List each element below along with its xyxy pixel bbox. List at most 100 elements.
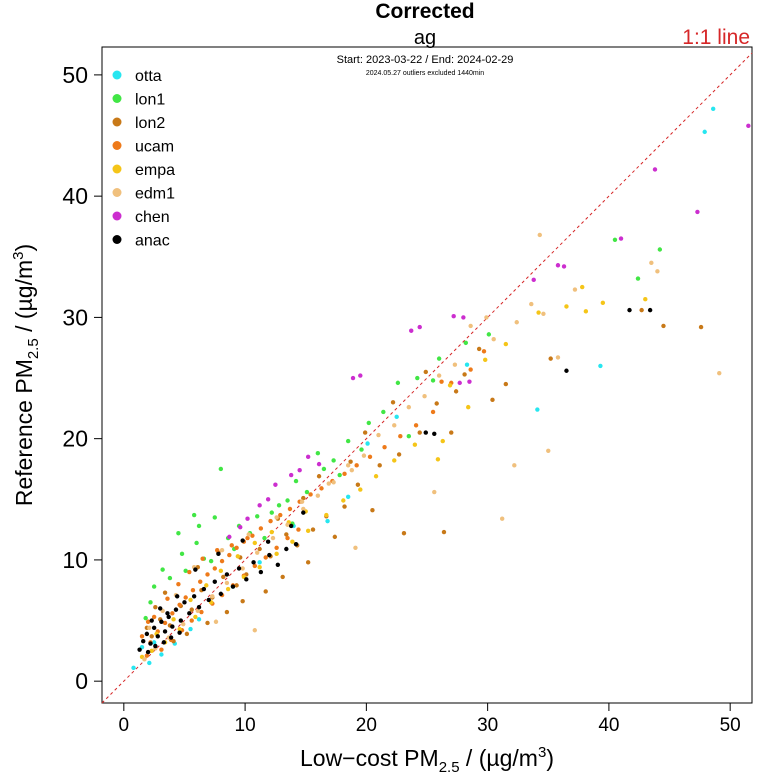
point-anac-5: [141, 638, 146, 644]
point-chen-7: [461, 315, 466, 320]
point-anac-23: [218, 591, 224, 597]
point-anac-41: [174, 594, 180, 599]
point-edm1-5: [541, 311, 546, 316]
point-lon1-5: [176, 531, 181, 536]
x-tick-label-0: 0: [119, 715, 130, 736]
point-lon1-15: [395, 380, 401, 386]
point-ucam-6: [190, 588, 196, 593]
point-edm1-46: [246, 532, 251, 537]
point-lon1-17: [436, 356, 442, 361]
legend-marker-lon2: [112, 117, 122, 127]
point-lon1-28: [304, 489, 310, 495]
point-chen-19: [273, 482, 278, 487]
point-empa-31: [204, 583, 209, 588]
point-otta-3: [535, 407, 540, 412]
legend-marker-otta: [112, 70, 122, 80]
point-empa-7: [466, 404, 471, 410]
point-lon1-33: [151, 584, 157, 589]
point-empa-3: [580, 284, 585, 290]
point-anac-3: [432, 431, 437, 437]
legend-label-ucam: ucam: [135, 139, 174, 156]
legend-label-edm1: edm1: [135, 186, 175, 203]
point-ucam-16: [268, 518, 273, 524]
legend-marker-lon1: [112, 94, 122, 103]
point-ucam-42: [263, 555, 268, 560]
y-tick-label-40: 40: [62, 183, 88, 209]
point-lon2-44: [390, 400, 396, 405]
x-tick-label-20: 20: [356, 715, 377, 736]
point-edm1-29: [210, 594, 215, 599]
point-lon1-12: [321, 466, 327, 472]
point-anac-21: [206, 597, 211, 603]
point-edm1-45: [219, 548, 225, 553]
point-anac-10: [159, 619, 164, 624]
point-edm1-14: [436, 373, 442, 378]
point-empa-4: [536, 310, 541, 315]
point-edm1-28: [224, 580, 230, 586]
point-otta-13: [257, 560, 262, 565]
point-empa-26: [149, 648, 154, 654]
point-lon2-36: [240, 598, 245, 604]
point-empa-33: [235, 554, 241, 559]
point-anac-48: [149, 618, 154, 623]
point-ucam-26: [382, 444, 387, 450]
point-anac-14: [173, 607, 179, 612]
point-anac-22: [212, 579, 217, 584]
point-edm1-21: [331, 480, 336, 485]
point-lon1-38: [262, 535, 267, 541]
point-lon1-29: [331, 458, 336, 463]
point-anac-46: [288, 523, 294, 529]
point-anac-36: [161, 640, 167, 645]
point-chen-0: [746, 123, 751, 129]
point-chen-17: [297, 467, 302, 473]
point-lon2-7: [434, 401, 439, 406]
point-anac-24: [224, 572, 230, 577]
point-edm1-25: [270, 535, 276, 541]
point-lon1-21: [179, 551, 185, 557]
point-lon1-14: [366, 420, 371, 426]
point-ucam-2: [162, 620, 168, 626]
point-lon2-10: [377, 463, 382, 468]
point-anac-11: [162, 629, 168, 634]
point-lon2-29: [441, 529, 447, 535]
point-anac-29: [258, 569, 264, 575]
point-anac-7: [148, 641, 153, 646]
point-ucam-4: [177, 602, 182, 607]
point-lon1-32: [406, 434, 412, 439]
point-anac-18: [191, 594, 197, 599]
point-lon1-30: [359, 447, 364, 452]
point-anac-39: [137, 647, 142, 652]
legend-label-lon1: lon1: [135, 92, 165, 109]
point-edm1-2: [649, 260, 654, 266]
legend-marker-empa: [112, 164, 122, 174]
point-empa-6: [483, 357, 488, 363]
point-lon1-23: [208, 558, 214, 564]
point-ucam-5: [183, 595, 188, 600]
point-anac-31: [275, 562, 281, 567]
point-edm1-35: [546, 448, 551, 453]
point-lon1-11: [293, 478, 299, 484]
point-anac-26: [236, 566, 242, 571]
point-ucam-32: [159, 647, 164, 652]
point-edm1-3: [572, 287, 578, 292]
point-anac-20: [201, 586, 207, 592]
point-anac-43: [216, 551, 221, 557]
point-ucam-49: [176, 581, 181, 587]
point-chen-8: [451, 313, 456, 319]
point-lon2-32: [332, 534, 338, 540]
legend-marker-ucam: [112, 141, 122, 150]
point-ucam-52: [215, 548, 220, 553]
point-anac-45: [265, 539, 271, 544]
point-otta-0: [710, 106, 716, 112]
legend-label-otta: otta: [135, 68, 162, 85]
x-tick-label-30: 30: [477, 715, 498, 736]
point-edm1-24: [285, 522, 290, 527]
y-tick-label-20: 20: [62, 426, 88, 452]
point-lon2-45: [362, 430, 368, 435]
x-tick-label-50: 50: [720, 715, 741, 736]
point-lon1-4: [191, 512, 197, 518]
point-ucam-29: [430, 409, 436, 415]
point-anac-38: [177, 630, 182, 635]
point-lon1-9: [255, 514, 260, 519]
